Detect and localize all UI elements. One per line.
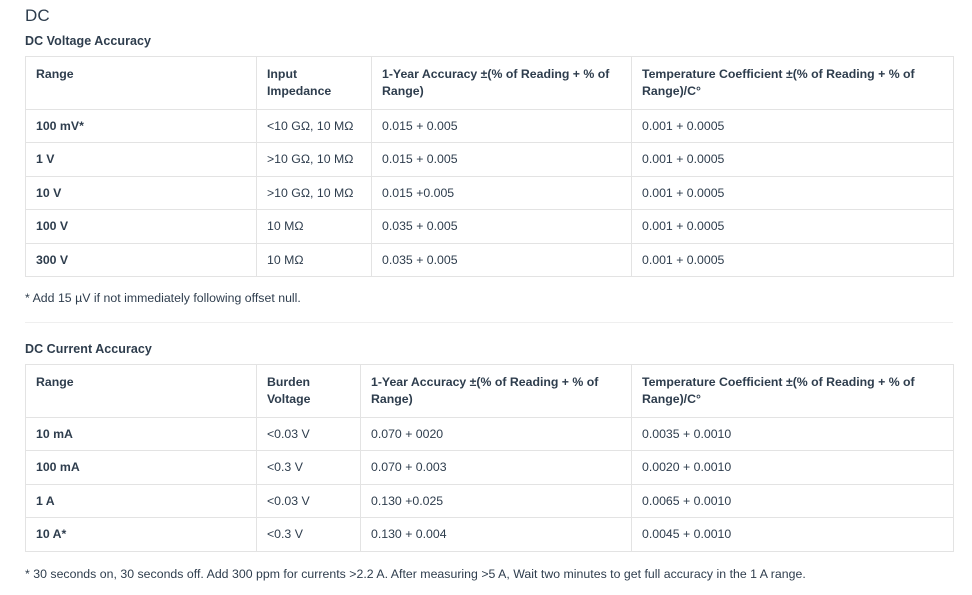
table-header-row: Range Burden Voltage 1-Year Accuracy ±(%… [25, 364, 954, 418]
cell-input-impedance: 10 MΩ [256, 209, 372, 244]
cell-one-year-accuracy: 0.035 + 0.005 [371, 209, 632, 244]
cell-temperature-coefficient: 0.001 + 0.0005 [631, 108, 954, 144]
cell-one-year-accuracy: 0.130 + 0.004 [360, 517, 632, 552]
dc-voltage-accuracy-heading: DC Voltage Accuracy [25, 34, 151, 48]
cell-input-impedance: >10 GΩ, 10 MΩ [256, 175, 372, 211]
cell-burden-voltage: <0.3 V [256, 517, 361, 552]
cell-range: 100 V [25, 209, 257, 244]
section-divider [25, 322, 953, 323]
table-header-row: Range Input Impedance 1-Year Accuracy ±(… [25, 56, 954, 110]
dc-current-accuracy-heading: DC Current Accuracy [25, 342, 152, 356]
cell-range: 300 V [25, 242, 257, 278]
table-row: 100 mV* <10 GΩ, 10 MΩ 0.015 + 0.005 0.00… [25, 108, 954, 144]
cell-input-impedance: 10 MΩ [256, 242, 372, 278]
cell-range: 1 V [25, 142, 257, 177]
cell-temperature-coefficient: 0.001 + 0.0005 [631, 142, 954, 177]
cell-temperature-coefficient: 0.0035 + 0.0010 [631, 416, 954, 452]
table-row: 10 mA <0.03 V 0.070 + 0020 0.0035 + 0.00… [25, 416, 954, 452]
table-row: 1 V >10 GΩ, 10 MΩ 0.015 + 0.005 0.001 + … [25, 142, 954, 177]
cell-one-year-accuracy: 0.015 + 0.005 [371, 142, 632, 177]
cell-range: 1 A [25, 483, 257, 519]
column-header-input-impedance: Input Impedance [256, 56, 372, 110]
column-header-temperature-coefficient: Temperature Coefficient ±(% of Reading +… [631, 56, 954, 110]
column-header-range: Range [25, 364, 257, 418]
table-row: 300 V 10 MΩ 0.035 + 0.005 0.001 + 0.0005 [25, 242, 954, 278]
table-row: 100 mA <0.3 V 0.070 + 0.003 0.0020 + 0.0… [25, 450, 954, 485]
table-row: 1 A <0.03 V 0.130 +0.025 0.0065 + 0.0010 [25, 483, 954, 519]
cell-temperature-coefficient: 0.001 + 0.0005 [631, 175, 954, 211]
cell-range: 10 mA [25, 416, 257, 452]
page-title: DC [25, 6, 50, 25]
cell-one-year-accuracy: 0.015 +0.005 [371, 175, 632, 211]
cell-one-year-accuracy: 0.070 + 0020 [360, 416, 632, 452]
cell-one-year-accuracy: 0.130 +0.025 [360, 483, 632, 519]
dc-current-accuracy-table: Range Burden Voltage 1-Year Accuracy ±(%… [25, 364, 954, 552]
dc-voltage-accuracy-table: Range Input Impedance 1-Year Accuracy ±(… [25, 56, 954, 278]
table-row: 10 V >10 GΩ, 10 MΩ 0.015 +0.005 0.001 + … [25, 175, 954, 211]
column-header-range: Range [25, 56, 257, 110]
cell-range: 10 A* [25, 517, 257, 552]
cell-temperature-coefficient: 0.0020 + 0.0010 [631, 450, 954, 485]
table-row: 10 A* <0.3 V 0.130 + 0.004 0.0045 + 0.00… [25, 517, 954, 552]
cell-input-impedance: <10 GΩ, 10 MΩ [256, 108, 372, 144]
cell-one-year-accuracy: 0.015 + 0.005 [371, 108, 632, 144]
column-header-burden-voltage: Burden Voltage [256, 364, 361, 418]
cell-input-impedance: >10 GΩ, 10 MΩ [256, 142, 372, 177]
column-header-temperature-coefficient: Temperature Coefficient ±(% of Reading +… [631, 364, 954, 418]
cell-temperature-coefficient: 0.0065 + 0.0010 [631, 483, 954, 519]
cell-range: 100 mV* [25, 108, 257, 144]
cell-burden-voltage: <0.03 V [256, 483, 361, 519]
cell-range: 100 mA [25, 450, 257, 485]
column-header-one-year-accuracy: 1-Year Accuracy ±(% of Reading + % of Ra… [371, 56, 632, 110]
cell-burden-voltage: <0.03 V [256, 416, 361, 452]
dc-voltage-footnote: * Add 15 µV if not immediately following… [25, 291, 301, 305]
cell-temperature-coefficient: 0.001 + 0.0005 [631, 242, 954, 278]
cell-one-year-accuracy: 0.035 + 0.005 [371, 242, 632, 278]
column-header-one-year-accuracy: 1-Year Accuracy ±(% of Reading + % of Ra… [360, 364, 632, 418]
table-row: 100 V 10 MΩ 0.035 + 0.005 0.001 + 0.0005 [25, 209, 954, 244]
cell-one-year-accuracy: 0.070 + 0.003 [360, 450, 632, 485]
cell-temperature-coefficient: 0.0045 + 0.0010 [631, 517, 954, 552]
cell-range: 10 V [25, 175, 257, 211]
cell-temperature-coefficient: 0.001 + 0.0005 [631, 209, 954, 244]
dc-current-footnote: * 30 seconds on, 30 seconds off. Add 300… [25, 567, 806, 581]
cell-burden-voltage: <0.3 V [256, 450, 361, 485]
